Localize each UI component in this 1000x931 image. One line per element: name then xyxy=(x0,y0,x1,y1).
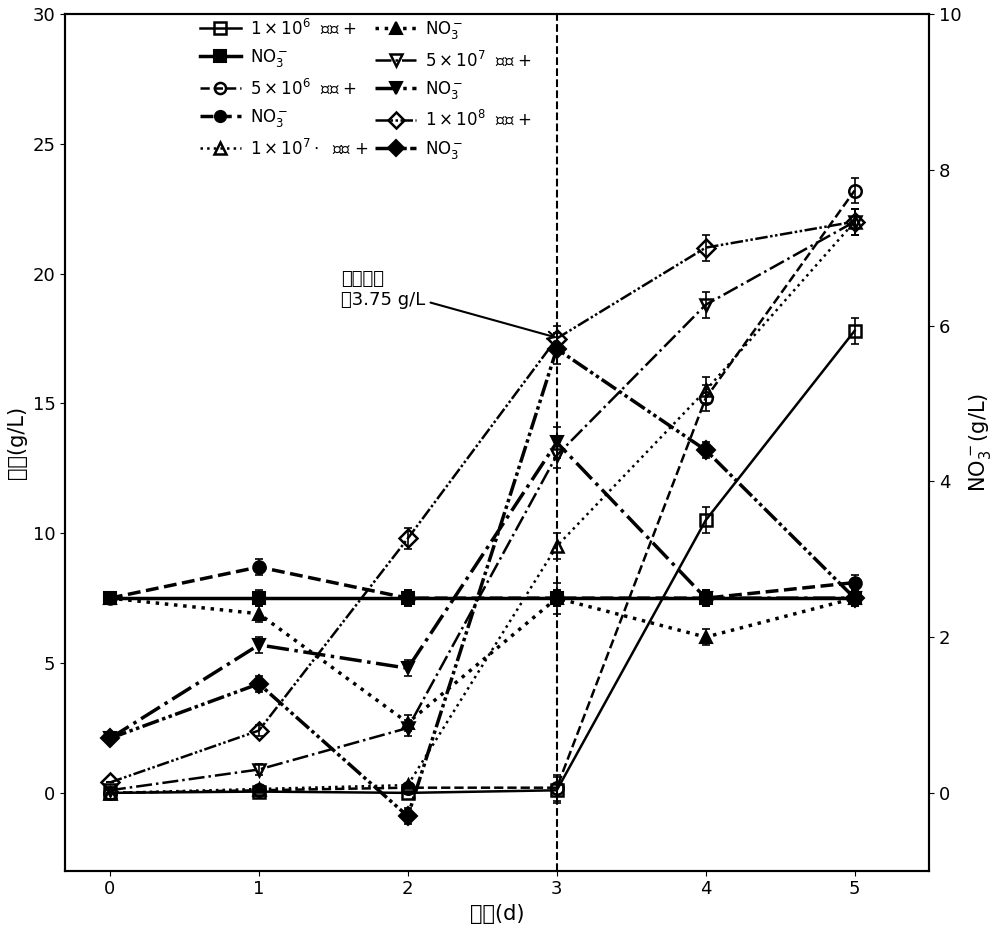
Legend: $1\times10^6$  干重 +, NO$_3^-$, $5\times10^6$  干重 +, NO$_3^-$, $1\times10^7\cdot$: $1\times10^6$ 干重 +, NO$_3^-$, $5\times10… xyxy=(195,14,537,166)
Text: 补确酸钔
到3.75 g/L: 补确酸钔 到3.75 g/L xyxy=(341,270,555,339)
X-axis label: 时间(d): 时间(d) xyxy=(470,904,524,924)
Y-axis label: 干重(g/L): 干重(g/L) xyxy=(7,406,27,479)
Y-axis label: NO$_3^-$(g/L): NO$_3^-$(g/L) xyxy=(967,393,993,492)
